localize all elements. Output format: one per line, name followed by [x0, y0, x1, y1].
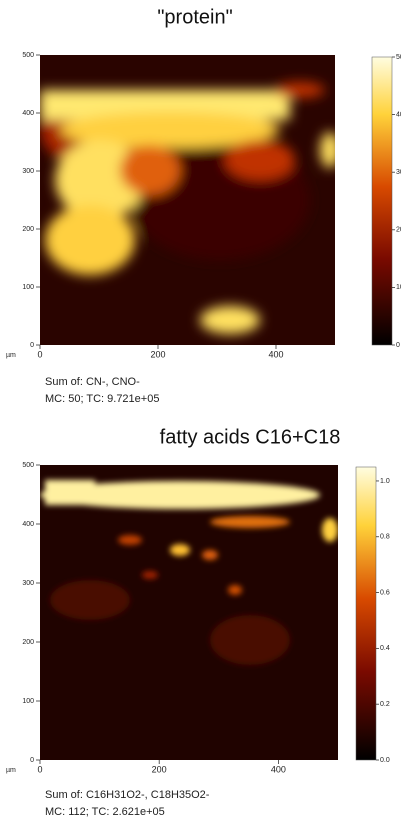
y-tick-label: 100	[22, 284, 34, 291]
x-tick-label: 200	[150, 349, 165, 359]
panel-title: fatty acids C16+C18	[160, 426, 341, 448]
y-tick-label: 300	[22, 168, 34, 175]
colorbar	[371, 56, 393, 346]
colorbar-tick-label: 40	[396, 111, 401, 118]
colorbar-tick-label: 0.4	[380, 645, 390, 652]
colorbar-tick-label: 50	[396, 54, 401, 61]
x-tick-label: 0	[37, 349, 42, 359]
caption: Sum of: C16H31O2-, C18H35O2-	[45, 789, 210, 801]
caption: Sum of: CN-, CNO-	[45, 376, 140, 388]
colorbar	[355, 466, 377, 761]
ion-image	[40, 55, 335, 345]
x-tick-label: 400	[271, 764, 286, 774]
y-tick-label: 0	[30, 757, 34, 764]
colorbar-tick-label: 30	[396, 169, 401, 176]
y-tick-label: 0	[30, 342, 34, 349]
y-tick-label: 500	[22, 52, 34, 59]
y-tick-label: 500	[22, 462, 34, 469]
colorbar-tick-label: 0.6	[380, 589, 390, 596]
colorbar-tick-label: 10	[396, 284, 401, 291]
ion-image	[40, 465, 338, 760]
colorbar-tick-label: 1.0	[380, 478, 390, 485]
y-tick-label: 300	[22, 580, 34, 587]
y-tick-label: 100	[22, 698, 34, 705]
panel-title: "protein"	[157, 6, 232, 28]
x-tick-label: 200	[152, 764, 167, 774]
colorbar-tick-label: 0.0	[380, 757, 390, 764]
colorbar-tick-label: 0.8	[380, 534, 390, 541]
y-tick-label: 200	[22, 226, 34, 233]
x-tick-label: 0	[37, 764, 42, 774]
colorbar-tick-label: 0.2	[380, 701, 390, 708]
x-tick-label: 400	[268, 349, 283, 359]
colorbar-tick-label: 0	[396, 342, 400, 349]
y-tick-label: 400	[22, 110, 34, 117]
caption: MC: 112; TC: 2.621e+05	[45, 806, 165, 818]
x-unit: µm	[6, 767, 16, 774]
x-unit: µm	[6, 352, 16, 359]
y-tick-label: 400	[22, 521, 34, 528]
y-tick-label: 200	[22, 639, 34, 646]
caption: MC: 50; TC: 9.721e+05	[45, 393, 159, 405]
colorbar-tick-label: 20	[396, 227, 401, 234]
